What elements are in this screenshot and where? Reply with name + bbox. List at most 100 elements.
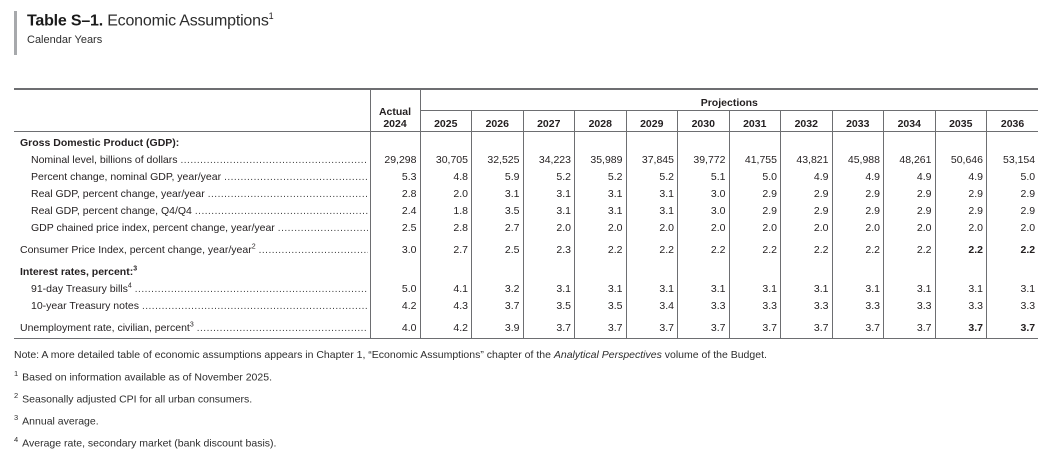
value-cell: 4.0 — [369, 313, 420, 339]
value-cell: 3.7 — [522, 313, 575, 339]
value-cell: 3.7 — [883, 313, 935, 339]
row-label: Real GDP, percent change, year/year — [14, 185, 370, 202]
value-cell: 5.2 — [625, 167, 678, 185]
footnote-mark: 3 — [189, 321, 194, 328]
footnote: 4 Average rate, secondary market (bank di… — [14, 435, 1053, 451]
value-cell: 2.2 — [625, 235, 678, 258]
value-cell: 3.7 — [471, 296, 523, 314]
empty-cell — [780, 131, 832, 151]
table-row-real-gdp-q4: Real GDP, percent change, Q4/Q4 2.41.83.… — [14, 201, 1039, 219]
value-cell: 3.7 — [831, 313, 884, 339]
section-label: Interest rates, percent:3 — [20, 265, 138, 278]
col-header-year: 2027 — [522, 110, 575, 132]
empty-cell — [471, 257, 523, 280]
value-cell: 3.1 — [574, 279, 626, 297]
value-cell: 5.0 — [728, 167, 781, 185]
value-cell: 53,154 — [986, 150, 1039, 168]
value-cell: 3.1 — [522, 201, 575, 219]
value-cell: 2.0 — [625, 218, 678, 236]
value-cell: 2.9 — [934, 184, 987, 202]
value-cell: 2.9 — [780, 201, 832, 219]
section-label: Gross Domestic Product (GDP): — [20, 136, 180, 149]
table-number: Table S–1. — [27, 12, 103, 30]
table-title-text: Economic Assumptions — [102, 12, 269, 30]
value-cell: 4.9 — [883, 167, 935, 185]
footnote-mark: 1 — [14, 368, 19, 378]
table-row-91-day-bills: 91-day Treasury bills4 5.04.13.23.13.13.… — [14, 279, 1039, 297]
value-cell: 2.0 — [934, 218, 987, 236]
value-cell: 3.7 — [574, 313, 626, 339]
value-cell: 3.1 — [831, 279, 884, 297]
value-cell: 3.5 — [471, 201, 523, 219]
value-cell: 3.7 — [677, 313, 729, 339]
empty-cell — [986, 131, 1039, 151]
value-cell: 48,261 — [883, 150, 935, 168]
value-cell: 3.1 — [883, 279, 935, 297]
table-row-real-gdp-yy: Real GDP, percent change, year/year 2.82… — [14, 184, 1039, 202]
value-cell: 4.1 — [419, 279, 472, 297]
footnote-text: Based on information available as of Nov… — [22, 371, 272, 384]
col-header-year: 2030 — [677, 110, 729, 132]
empty-cell — [471, 131, 523, 151]
footnote-text: Annual average. — [22, 415, 99, 428]
actual-year: 2024 — [383, 118, 407, 131]
value-cell: 2.9 — [986, 201, 1039, 219]
value-cell: 3.3 — [883, 296, 935, 314]
value-cell: 2.2 — [986, 235, 1039, 258]
value-cell: 2.2 — [780, 235, 832, 258]
value-cell: 3.4 — [625, 296, 678, 314]
empty-cell — [419, 257, 472, 280]
value-cell: 3.1 — [625, 184, 678, 202]
value-cell: 2.7 — [471, 218, 523, 236]
dot-leader — [224, 171, 367, 183]
value-cell: 45,988 — [831, 150, 884, 168]
footnote: 3 Annual average. — [14, 413, 1053, 429]
value-cell: 4.2 — [419, 313, 472, 339]
value-cell: 2.0 — [728, 218, 781, 236]
footnote-mark: 4 — [14, 435, 19, 445]
value-cell: 3.1 — [574, 201, 626, 219]
value-cell: 4.2 — [369, 296, 420, 314]
value-cell: 2.8 — [369, 184, 420, 202]
value-cell: 39,772 — [677, 150, 729, 168]
value-cell: 2.9 — [986, 184, 1039, 202]
dot-leader — [197, 322, 368, 334]
col-header-year: 2036 — [986, 110, 1039, 132]
value-cell: 3.1 — [986, 279, 1039, 297]
col-header-year: 2026 — [471, 110, 523, 132]
value-cell: 4.8 — [419, 167, 472, 185]
value-cell: 2.8 — [419, 218, 472, 236]
value-cell: 2.0 — [574, 218, 626, 236]
value-cell: 3.1 — [522, 184, 575, 202]
value-cell: 5.3 — [369, 167, 420, 185]
col-header-year: 2032 — [780, 110, 832, 132]
empty-cell — [934, 131, 987, 151]
row-label: GDP chained price index, percent change,… — [14, 219, 370, 236]
col-header-year: 2028 — [574, 110, 626, 132]
value-cell: 2.2 — [883, 235, 935, 258]
value-cell: 2.9 — [831, 184, 884, 202]
value-cell: 3.3 — [728, 296, 781, 314]
value-cell: 3.5 — [574, 296, 626, 314]
value-cell: 2.9 — [883, 201, 935, 219]
empty-cell — [728, 131, 781, 151]
dot-leader — [278, 222, 368, 234]
table-row-10-year-notes: 10-year Treasury notes 4.24.33.73.53.53.… — [14, 296, 1039, 314]
value-cell: 3.3 — [780, 296, 832, 314]
dot-leader — [142, 300, 368, 312]
value-cell: 3.3 — [831, 296, 884, 314]
value-cell: 2.0 — [419, 184, 472, 202]
value-cell: 4.9 — [780, 167, 832, 185]
footnote-text: Seasonally adjusted CPI for all urban co… — [22, 393, 253, 406]
row-label: Percent change, nominal GDP, year/year — [14, 168, 370, 185]
value-cell: 29,298 — [369, 150, 420, 168]
col-header-year: 2035 — [934, 110, 987, 132]
dot-leader — [180, 154, 367, 166]
economic-assumptions-table: Actual 2024 Projections 2025 2026 2027 2… — [14, 88, 1039, 339]
empty-cell — [831, 131, 884, 151]
stub-header-cell — [14, 89, 370, 132]
value-cell: 5.0 — [369, 279, 420, 297]
value-cell: 2.9 — [728, 201, 781, 219]
note-italic-text: Analytical Perspectives — [553, 348, 662, 361]
dot-leader — [195, 205, 368, 217]
